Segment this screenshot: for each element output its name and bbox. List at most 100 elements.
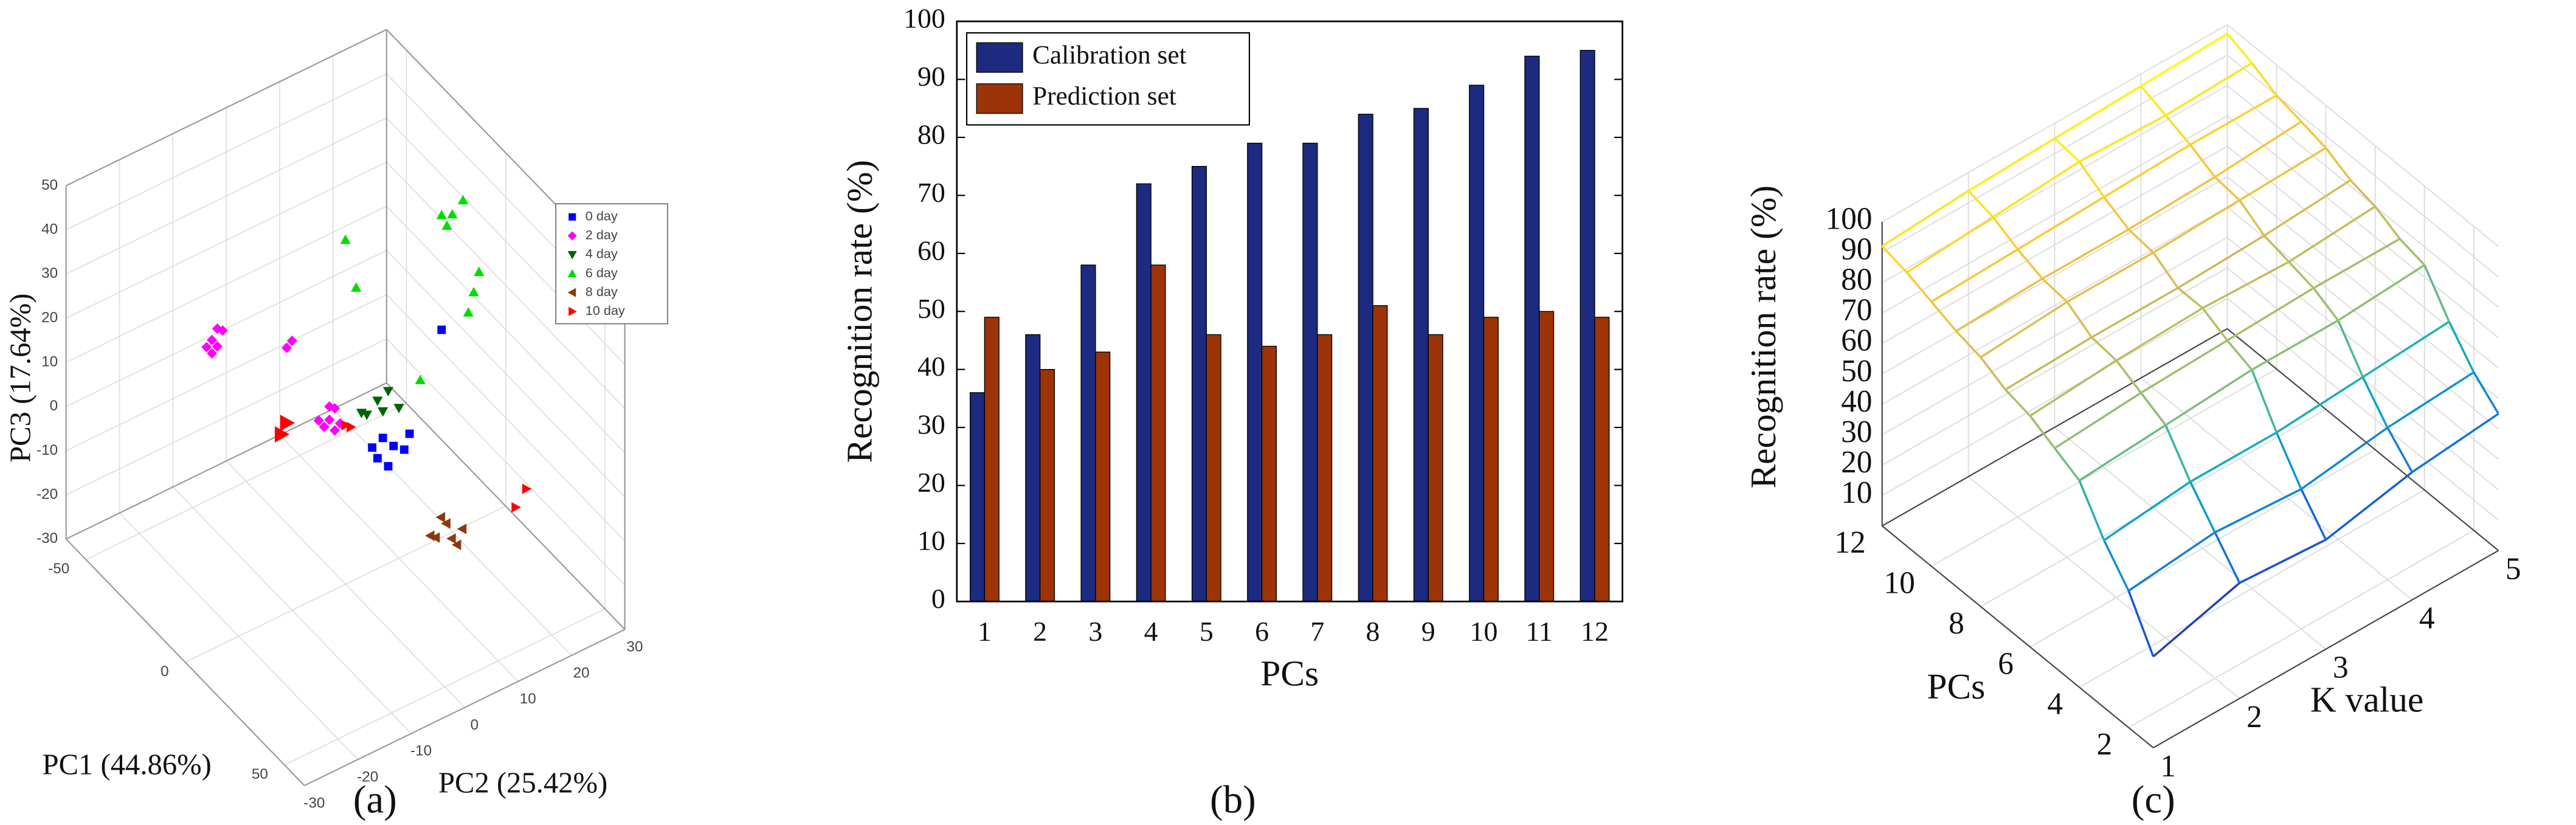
axes-frame xyxy=(956,20,1623,602)
surface-edge xyxy=(2079,114,2166,163)
surface-edge xyxy=(2226,287,2315,342)
grid-line xyxy=(1882,206,2228,405)
surface-edge xyxy=(2165,368,2253,426)
surface-edge xyxy=(2079,424,2166,482)
surface-edge xyxy=(1906,216,1994,274)
axis-box xyxy=(65,538,305,786)
grid-line xyxy=(66,73,387,230)
point xyxy=(319,421,330,432)
z-axis-label: Recognition rate (%) xyxy=(1743,185,1783,489)
y-axis-label: Recognition rate (%) xyxy=(839,160,879,463)
grid-line xyxy=(2226,145,2499,369)
point xyxy=(451,539,461,550)
axis-box xyxy=(386,382,626,630)
grid-line xyxy=(386,205,626,454)
grid-line xyxy=(2079,489,2425,688)
surface-edge xyxy=(2263,235,2290,263)
grid-line xyxy=(2226,24,2499,247)
grid-line xyxy=(279,434,519,682)
y-tick-label: 20 xyxy=(917,467,945,498)
legend-marker xyxy=(568,213,576,221)
surface-edge xyxy=(1930,301,1957,332)
surface-edge xyxy=(2054,392,2142,449)
x-tick-label: 3 xyxy=(2333,651,2349,685)
grid-line xyxy=(1882,176,2228,375)
surface-edge xyxy=(2239,147,2327,201)
surface-edge xyxy=(2177,287,2203,309)
point xyxy=(405,429,414,438)
y-tick-label: 20 xyxy=(573,664,590,681)
point xyxy=(274,426,290,443)
surface-edge xyxy=(2276,94,2302,123)
grid-line xyxy=(66,338,387,495)
z-tick-label: 30 xyxy=(41,265,58,281)
legend-label: 8 day xyxy=(585,284,618,299)
surface-edge xyxy=(2448,321,2475,373)
bar xyxy=(1025,334,1041,602)
surface-edge xyxy=(2140,85,2167,116)
legend-label: 2 day xyxy=(585,227,618,243)
y-tick-label: -20 xyxy=(357,768,378,785)
point xyxy=(437,325,446,334)
x-tick-label: 4 xyxy=(2419,601,2435,636)
bar xyxy=(1080,264,1096,602)
surface-edge xyxy=(2386,427,2414,473)
surface-edge xyxy=(2066,301,2093,338)
surface-edge xyxy=(2239,199,2265,236)
surface-edge xyxy=(2201,261,2290,309)
z-tick-label: 30 xyxy=(1841,415,1872,449)
y-tick-label: 0 xyxy=(471,717,479,733)
point xyxy=(372,396,383,406)
z-tick-label: 50 xyxy=(1841,354,1872,388)
bar xyxy=(1095,351,1111,602)
surface-edge xyxy=(1967,190,1994,218)
surface-edge xyxy=(1955,277,2043,332)
surface-edge xyxy=(2276,376,2364,433)
surface-edge xyxy=(2066,251,2154,303)
y-tick-label: 10 xyxy=(1884,566,1915,601)
bar xyxy=(1302,142,1318,602)
grid-line xyxy=(1882,267,2228,466)
y-tick-label: -30 xyxy=(303,795,325,811)
grid-line xyxy=(66,117,387,275)
point xyxy=(457,523,467,534)
point xyxy=(356,409,367,418)
surface-edge xyxy=(2017,249,2043,280)
surface-edge xyxy=(2473,371,2499,415)
x-tick-label: 11 xyxy=(1526,616,1553,647)
surface-edge xyxy=(2091,336,2118,362)
x-axis-label: PC1 (44.86%) xyxy=(43,748,212,781)
point xyxy=(522,483,532,494)
x-axis-label: PCs xyxy=(1260,653,1319,693)
point xyxy=(382,387,394,397)
axis-box xyxy=(1882,328,2228,526)
surface-edge xyxy=(2152,252,2179,289)
axis-box xyxy=(2153,550,2499,748)
point xyxy=(389,441,398,450)
z-tick-label: 40 xyxy=(41,221,58,238)
legend-label: 10 day xyxy=(585,303,625,318)
point xyxy=(286,335,298,347)
surface-edge xyxy=(2078,161,2105,198)
grid-line xyxy=(2029,449,2376,647)
bar xyxy=(1594,317,1610,602)
surface-edge xyxy=(2361,376,2389,429)
surface-edge xyxy=(2300,488,2327,540)
surface-edge xyxy=(2313,238,2401,289)
z-tick-label: 50 xyxy=(41,177,58,193)
z-tick-label: 20 xyxy=(1841,445,1872,480)
x-tick-label: 3 xyxy=(1088,616,1102,647)
x-tick-label: 2 xyxy=(1033,616,1047,647)
bar xyxy=(1261,345,1277,602)
surface-edge xyxy=(2275,432,2302,490)
surface-edge xyxy=(2288,205,2376,263)
legend-label: 0 day xyxy=(585,209,618,224)
grid-line xyxy=(386,162,626,409)
z-tick-label: 10 xyxy=(1841,475,1872,510)
y-axis-label: PCs xyxy=(1927,666,1985,706)
surface-edge xyxy=(2042,278,2068,303)
surface-edge xyxy=(2103,480,2191,542)
surface-edge xyxy=(2214,176,2240,201)
legend-swatch xyxy=(976,42,1023,73)
